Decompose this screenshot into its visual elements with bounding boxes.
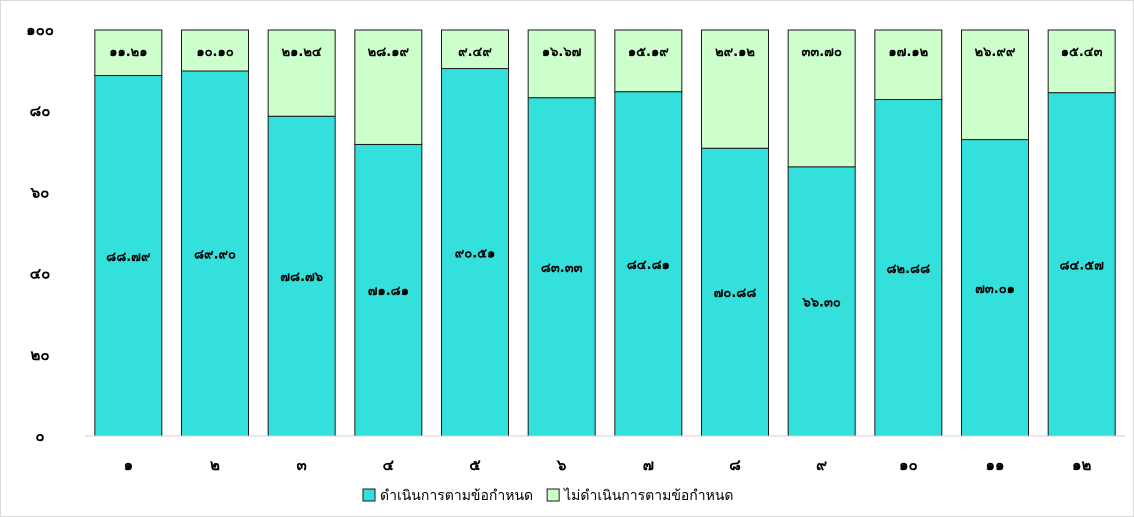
bar-segment-compliant [874, 99, 943, 437]
bar-segment-noncompliant [874, 29, 943, 101]
bar-segment-noncompliant [441, 29, 509, 70]
x-tick-label: ๙ [816, 456, 827, 474]
data-label: ๗๘.๗๖ [280, 270, 323, 285]
data-label: ๑๑.๒๑ [109, 45, 147, 60]
data-label: ๗๓.๐๑ [975, 282, 1015, 297]
y-tick-label: ๘๐ [30, 102, 51, 120]
data-label: ๘๙.๙๐ [194, 248, 236, 263]
data-label: ๓๓.๗๐ [801, 45, 841, 60]
x-tick-label: ๑๑ [985, 456, 1004, 474]
x-tick-label: ๔ [383, 456, 395, 474]
bar-segment-noncompliant [787, 29, 856, 168]
bar-segment-compliant [354, 143, 423, 437]
x-tick-label: ๓ [297, 456, 307, 474]
bar-segment-noncompliant [267, 29, 336, 117]
data-label: ๒๑.๒๔ [282, 45, 322, 60]
bar-segment-compliant [1047, 92, 1116, 437]
bar-segment-noncompliant [181, 29, 249, 72]
legend-label: ดำเนินการตามข้อกำหนด [380, 488, 533, 504]
legend-swatch [546, 488, 560, 502]
bar-segment-compliant [94, 75, 163, 437]
data-label: ๑๗.๑๒ [888, 45, 928, 60]
y-tick-label: ๔๐ [30, 265, 51, 283]
x-tick-label: ๑ [124, 456, 134, 474]
bar-segment-compliant [961, 139, 1029, 437]
data-label: ๘๔.๕๗ [1059, 258, 1104, 273]
x-tick-label: ๒ [210, 456, 220, 474]
data-label: ๑๐.๑๐ [196, 45, 233, 60]
bar-segment-compliant [614, 91, 683, 437]
bar-segment-noncompliant [961, 29, 1029, 141]
y-axis: ๐ ๒๐ ๔๐ ๖๐ ๘๐ ๑๐๐ [26, 21, 54, 445]
data-label: ๘๘.๗๙ [106, 250, 151, 265]
y-tick-label: ๑๐๐ [26, 21, 54, 39]
bar-segment-noncompliant [614, 29, 683, 93]
data-label: ๑๕.๔๓ [1061, 45, 1103, 60]
legend-label: ไม่ดำเนินการตามข้อกำหนด [563, 487, 733, 504]
bar-segment-compliant [701, 147, 769, 437]
y-tick-label: ๖๐ [30, 183, 50, 201]
x-tick-label: ๗ [643, 456, 654, 474]
bar-segment-noncompliant [527, 29, 596, 99]
data-label: ๑๕.๑๙ [628, 45, 669, 60]
x-tick-label: ๘ [729, 456, 741, 474]
data-label: ๖๖.๓๐ [802, 295, 841, 310]
bar-segment-noncompliant [354, 29, 423, 145]
data-label: ๒๙.๑๒ [715, 45, 755, 60]
bar-segment-noncompliant [94, 29, 163, 77]
y-tick-label: ๒๐ [30, 346, 49, 364]
x-tick-label: ๕ [469, 456, 481, 474]
data-label: ๘๓.๓๓ [541, 261, 583, 276]
data-label: ๗๑.๘๑ [368, 284, 409, 299]
x-tick-label: ๖ [556, 456, 567, 474]
data-label: ๒๖.๙๙ [975, 45, 1016, 60]
legend-swatch [362, 488, 376, 502]
data-label: ๘๒.๘๘ [887, 262, 931, 277]
bar-segment-noncompliant [701, 29, 769, 149]
y-tick-label: ๐ [35, 427, 44, 445]
legend: ดำเนินการตามข้อกำหนด ไม่ดำเนินการตามข้อกำ… [362, 487, 734, 504]
x-tick-label: ๑๒ [1072, 456, 1092, 474]
x-axis: ๑๒๓๔๕๖๗๘๙๑๐ ๑๑ ๑๒ [85, 435, 1125, 474]
data-label: ๙.๔๙ [458, 45, 492, 60]
x-tick-label: ๑๐ [899, 456, 918, 474]
bar-segment-compliant [267, 115, 336, 437]
data-label: ๘๔.๘๑ [627, 258, 670, 273]
data-label: ๗๐.๘๘ [714, 286, 757, 301]
data-label: ๒๘.๑๙ [368, 45, 410, 60]
data-label: ๑๖.๖๗ [542, 45, 582, 60]
bar-segment-noncompliant [1047, 29, 1116, 94]
data-label: ๙๐.๕๑ [455, 246, 496, 261]
bar-segment-compliant [787, 166, 856, 437]
bar-segment-compliant [441, 68, 509, 437]
